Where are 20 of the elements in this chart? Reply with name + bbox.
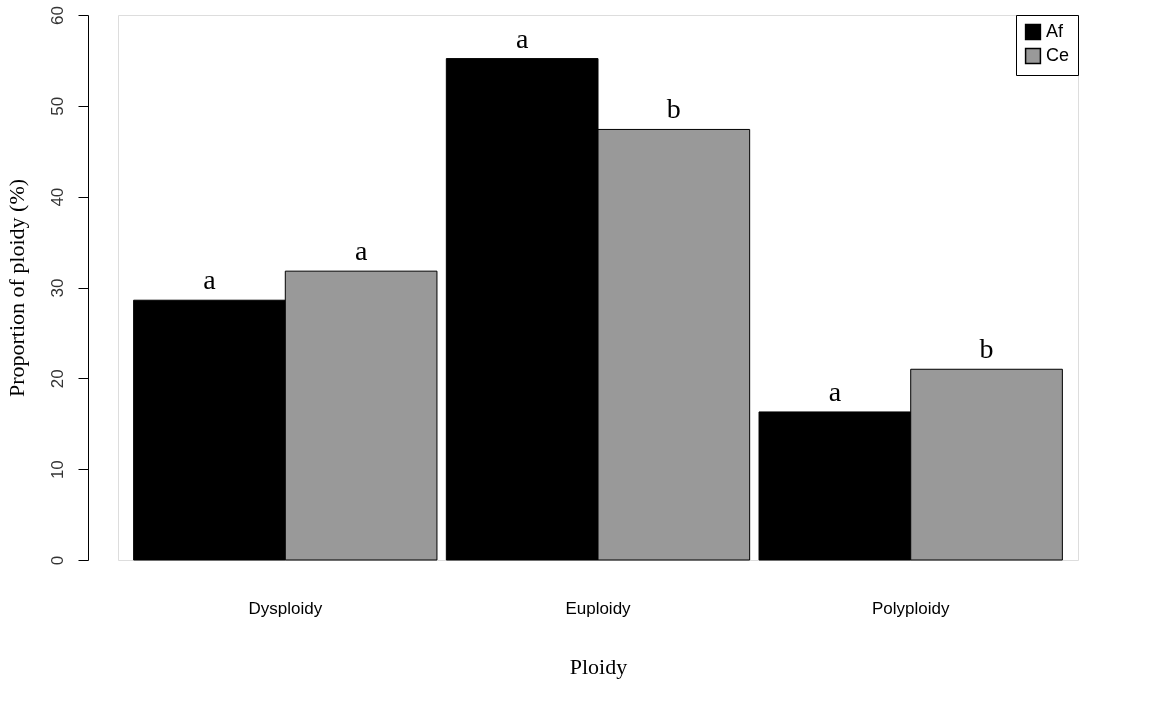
y-tick-label: 40 <box>47 187 67 207</box>
x-tick-label: Euploidy <box>565 598 632 618</box>
annotation: b <box>666 93 681 125</box>
legend-label: Ce <box>1046 45 1070 65</box>
x-axis-title: Ploidy <box>569 653 628 679</box>
y-tick-label: 30 <box>47 278 67 298</box>
y-tick-label: 0 <box>47 555 67 566</box>
legend-label: Af <box>1046 21 1065 41</box>
annotation: a <box>828 375 842 407</box>
annotation: a <box>354 235 368 267</box>
y-tick-label: 60 <box>47 6 67 25</box>
annotation: a <box>203 264 217 296</box>
annotation: b <box>979 333 994 365</box>
y-tick-label: 50 <box>47 96 67 116</box>
y-axis-title: Proportion of ploidy (%) <box>3 178 29 398</box>
y-tick-label: 10 <box>47 460 67 480</box>
y-tick-label: 20 <box>47 369 67 389</box>
x-tick-label: Dysploidy <box>248 598 323 618</box>
x-tick-label: Polyploidy <box>871 598 950 618</box>
annotation: a <box>515 22 529 54</box>
